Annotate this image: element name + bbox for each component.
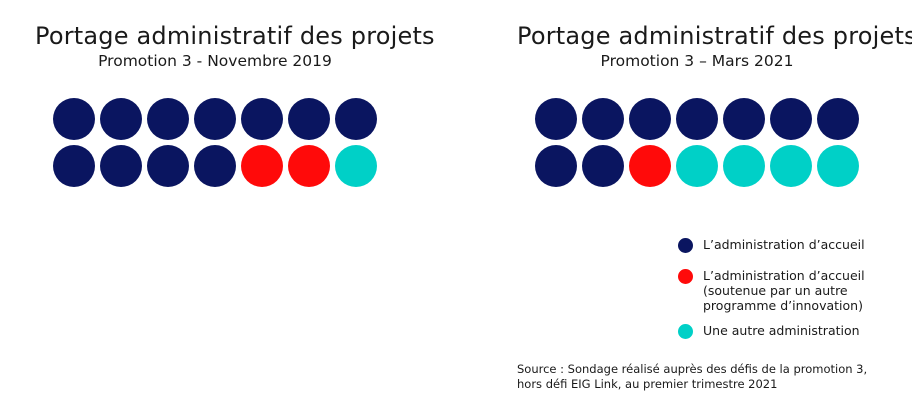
waffle-dot-accueil [194,98,236,140]
legend-label: L’administration d’accueil (soutenue par… [703,268,865,313]
source-note: Source : Sondage réalisé auprès des défi… [517,362,868,391]
waffle-dot-accueil [241,98,283,140]
waffle-dot-autre [335,145,377,187]
waffle-dot-accueil [194,145,236,187]
waffle-dot-accueil [147,98,189,140]
waffle-dot-accueil [335,98,377,140]
waffle-dot-accueil [817,98,859,140]
waffle-dot-accueil [535,98,577,140]
waffle-dot-accueil [535,145,577,187]
waffle-dot-accueil [770,98,812,140]
waffle-dot-autre [723,145,765,187]
waffle-dot-autre [676,145,718,187]
waffle-dot-accueil-soutenue [241,145,283,187]
legend-swatch [678,324,693,339]
legend-label: L’administration d’accueil [703,237,865,252]
chart-subtitle: Promotion 3 - Novembre 2019 [98,52,332,70]
waffle-dot-accueil [53,98,95,140]
legend-swatch [678,269,693,284]
chart-title: Portage administratif des projets [517,22,912,50]
waffle-dot-accueil [53,145,95,187]
waffle-dot-accueil [100,98,142,140]
waffle-dot-autre [817,145,859,187]
waffle-dot-accueil [582,98,624,140]
waffle-dot-accueil [629,98,671,140]
chart-nov-2019: Portage administratif des projets Promot… [35,0,435,200]
waffle-dot-accueil [676,98,718,140]
waffle-dot-accueil-soutenue [288,145,330,187]
legend-label: Une autre administration [703,323,860,338]
waffle-dot-accueil [582,145,624,187]
waffle-dot-accueil [100,145,142,187]
waffle-dot-accueil [723,98,765,140]
waffle-dot-accueil [147,145,189,187]
waffle-dot-accueil [288,98,330,140]
legend-swatch [678,238,693,253]
chart-mars-2021: Portage administratif des projets Promot… [517,0,912,200]
chart-title: Portage administratif des projets [35,22,435,50]
waffle-dot-accueil-soutenue [629,145,671,187]
waffle-dot-autre [770,145,812,187]
chart-subtitle: Promotion 3 – Mars 2021 [600,52,794,70]
